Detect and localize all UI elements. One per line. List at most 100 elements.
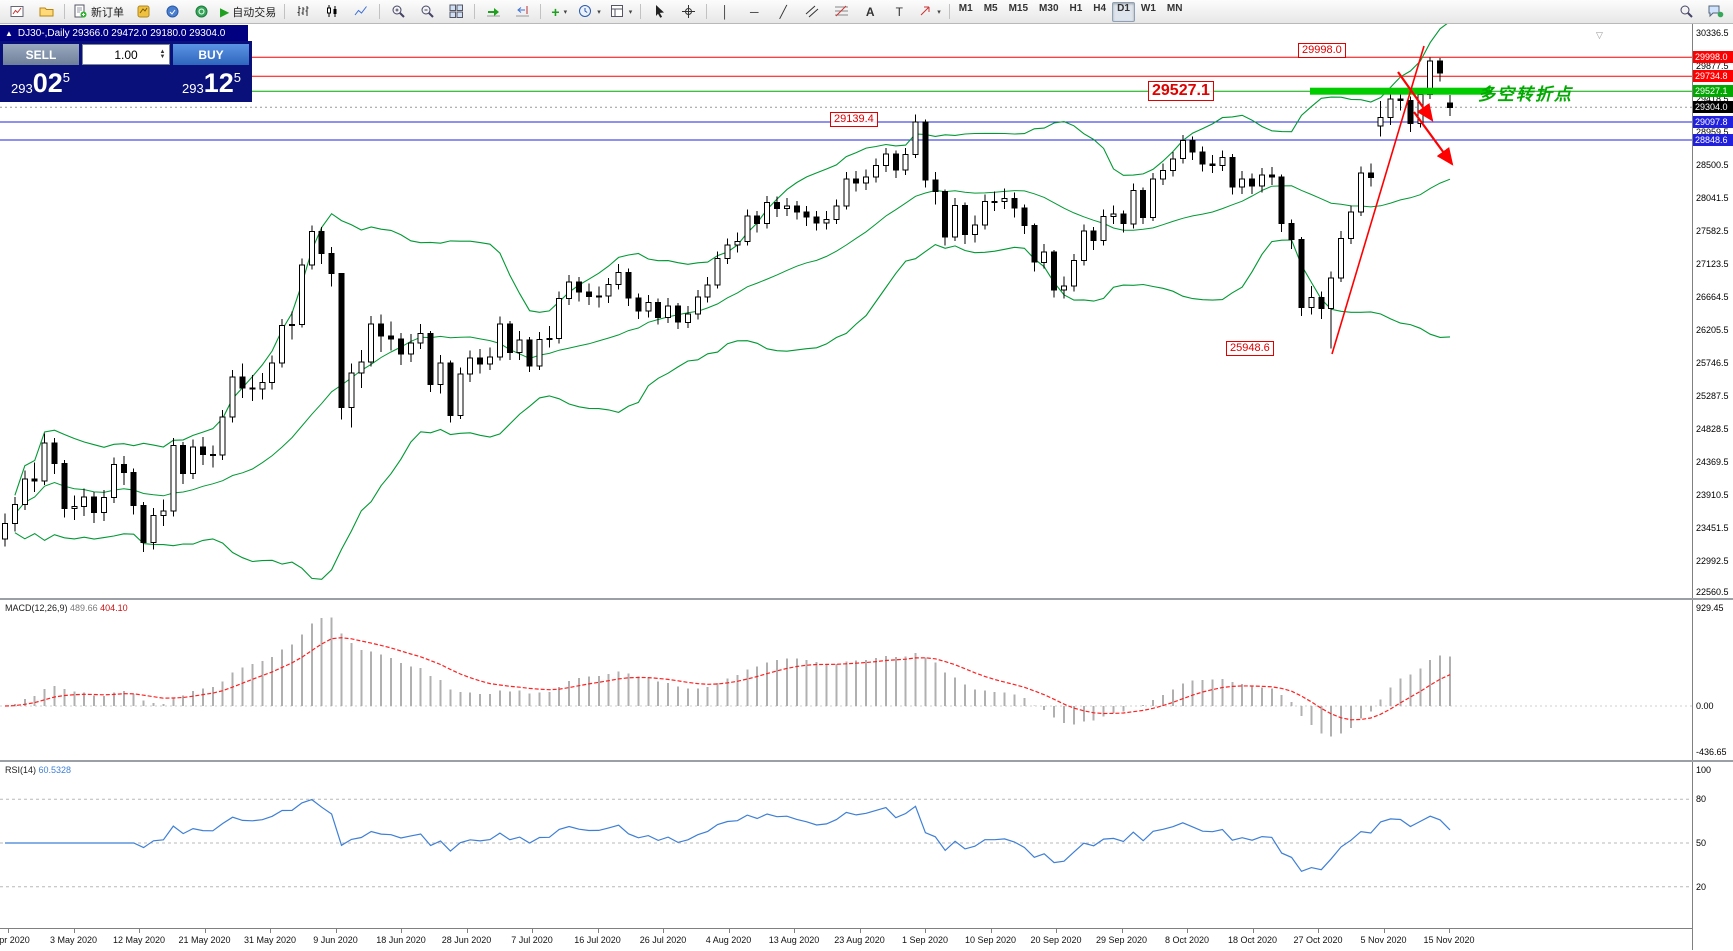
chevron-down-icon: ▾ [937,8,941,16]
sell-button[interactable]: SELL [3,44,79,65]
price-axis[interactable]: 30336.5 29877.5 29418.5 28959.5 28500.5 28041… [1692,24,1733,950]
pane-splitter[interactable] [0,760,1733,762]
new-order-button[interactable]: 新订单 [69,1,128,23]
price-axis-label: 22560.5 [1696,587,1729,597]
candlestick-chart-button[interactable] [318,1,346,23]
macd-signal-value: 404.10 [100,603,128,613]
time-tick [1187,929,1188,933]
price-annotation-label[interactable]: 29139.4 [830,112,878,127]
rsi-chart[interactable] [0,762,1692,928]
price-axis-label: 23451.5 [1696,522,1729,533]
autoscroll-button[interactable] [479,1,507,23]
zoom-in-button[interactable] [384,1,412,23]
time-tick [663,929,664,933]
timeframe-m1-button[interactable]: M1 [958,2,973,14]
bar-chart-button[interactable] [289,1,317,23]
price-annotation-label[interactable]: 29527.1 [1148,81,1214,101]
pane-splitter[interactable] [0,598,1733,600]
buy-price[interactable]: 293 12 5 [182,68,241,98]
time-tick [990,929,992,933]
stepper-up-icon[interactable]: ▲ [159,48,166,55]
cursor-button[interactable] [645,1,673,23]
stepper-down-icon[interactable]: ▼ [159,53,166,60]
time-axis-label: 13 Aug 2020 [768,935,820,945]
text-tool-button[interactable]: A [856,1,884,23]
new-chart-icon [10,6,23,17]
time-axis-label: 9 Jun 2020 [313,935,358,945]
profiles-button[interactable] [32,1,60,23]
indicators-button[interactable]: + ▾ [545,1,573,23]
horizontal-line-button[interactable]: ─ [740,1,768,23]
search-button[interactable] [1672,1,1700,23]
chat-button[interactable] [1702,1,1730,23]
time-axis-label: 27 Oct 2020 [1293,935,1343,945]
chevron-down-icon: ▾ [597,8,601,16]
time-axis[interactable]: 3 Apr 2020 3 May 2020 12 May 2020 21 May 20… [0,928,1692,951]
timeframe-w1-button[interactable]: W1 [1140,2,1156,14]
market-watch-button[interactable] [158,1,186,23]
tile-windows-button[interactable] [442,1,470,23]
macd-axis-label: -436.65 [1696,747,1727,757]
new-chart-button[interactable] [3,1,31,23]
crosshair-icon [681,5,695,18]
zoom-out-button[interactable] [413,1,441,23]
price-annotation-label[interactable]: 29998.0 [1298,43,1346,58]
timeframe-m30-button[interactable]: M30 [1039,2,1059,14]
arrows-tool-button[interactable]: ▾ [914,1,945,23]
timeframe-mn-button[interactable]: MN [1166,2,1183,14]
channel-button[interactable] [798,1,826,23]
metaeditor-button[interactable] [129,1,157,23]
community-button[interactable] [187,1,215,23]
templates-button[interactable]: ▾ [606,1,637,23]
indicators-plus-icon: + [551,3,560,20]
price-annotation-label[interactable]: 25948.6 [1226,341,1274,356]
timeframe-m15-button[interactable]: M15 [1008,2,1029,14]
price-axis-label: 23910.5 [1696,490,1729,500]
autotrade-button[interactable]: ▶ 自动交易 [216,1,280,23]
time-tick [8,929,9,933]
periods-button[interactable]: ▾ [574,1,605,23]
autotrade-label: 自动交易 [232,6,277,19]
rsi-indicator-label: RSI(14) 60.5328 [5,765,72,775]
candlestick-chart-icon [326,5,337,17]
price-line-tag: 29527.1 [1693,85,1733,98]
macd-axis-label: 929.45 [1696,603,1724,613]
text-label-button[interactable]: T [885,1,913,23]
line-chart-icon [354,6,367,16]
sell-price[interactable]: 293 02 5 [11,68,70,98]
time-axis-label: 23 Aug 2020 [834,935,885,945]
time-tick [73,929,75,933]
trendline-button[interactable]: ╱ [769,1,797,23]
timeframe-d1-button[interactable]: D1 [1112,1,1135,22]
lot-size-stepper[interactable]: ▲ ▼ [157,45,168,64]
toolbar-separator [540,4,542,19]
buy-button[interactable]: BUY [173,44,249,65]
note-annotation[interactable]: 多空转折点 [1478,85,1573,104]
timeframe-h4-button[interactable]: H4 [1093,2,1107,14]
fibonacci-icon [834,5,848,17]
lot-size-input[interactable]: 1.00 ▲ ▼ [82,44,170,65]
macd-chart[interactable] [0,600,1692,760]
time-axis-label: 26 Jul 2020 [639,935,687,945]
macd-indicator-label: MACD(12,26,9) 489.66 404.10 [5,603,128,613]
time-tick [1252,929,1254,933]
rsi-axis-label: 50 [1696,838,1707,848]
one-click-trade-panel: SELL 1.00 ▲ ▼ BUY 293 02 5 293 12 5 [0,41,252,102]
line-chart-button[interactable] [347,1,375,23]
timeframe-h1-button[interactable]: H1 [1069,2,1083,14]
lot-size-value: 1.00 [114,47,138,62]
toolbar-separator [640,4,642,19]
price-axis-label: 27582.5 [1696,226,1729,236]
toolbar-separator [706,4,708,19]
price-line-tag: 29998.0 [1693,51,1733,64]
fibonacci-button[interactable] [827,1,855,23]
vertical-line-button[interactable]: │ [711,1,739,23]
timeframe-m5-button[interactable]: M5 [983,2,998,14]
template-icon [610,5,623,17]
rsi-axis-label: 80 [1696,794,1707,805]
crosshair-button[interactable] [674,1,702,23]
rsi-axis-label: 100 [1696,765,1712,775]
price-chart[interactable] [0,24,1692,598]
chart-shift-marker[interactable]: ▽ [1596,30,1603,40]
chart-shift-button[interactable] [508,1,536,23]
